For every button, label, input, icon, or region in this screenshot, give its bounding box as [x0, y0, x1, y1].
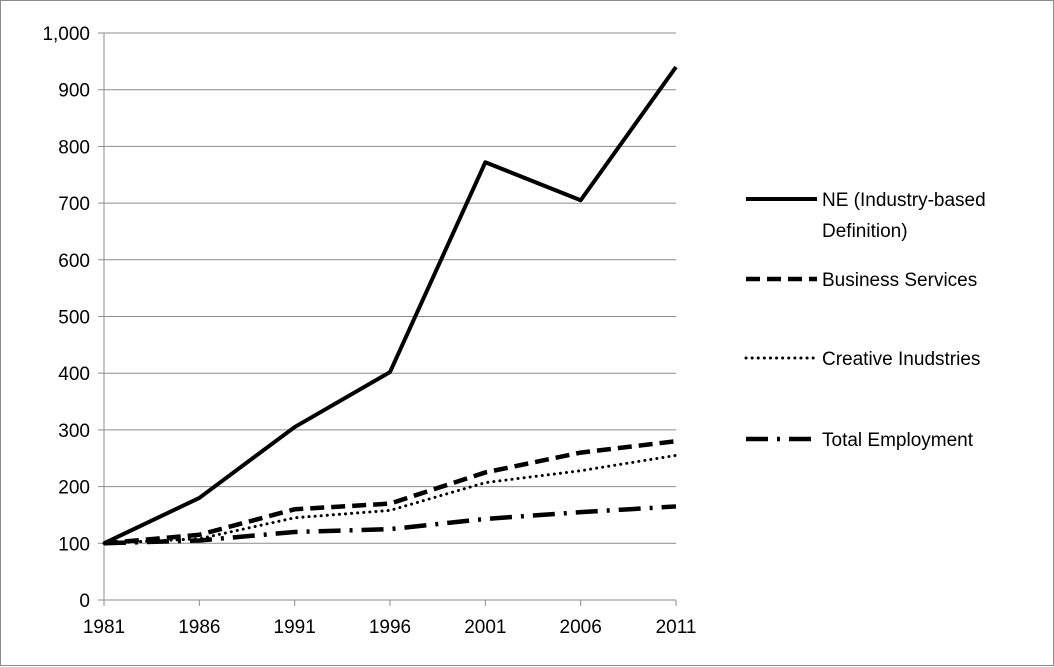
legend-label: Creative Inudstries — [822, 349, 980, 370]
legend: NE (Industry-based Definition) Business Se… — [744, 190, 986, 451]
y-tick-label: 1,000 — [42, 24, 90, 45]
x-tick-labels: 1981 1986 1991 1996 2001 2006 2011 — [83, 617, 697, 638]
legend-label: Definition) — [822, 221, 908, 242]
x-tick-label: 1986 — [178, 617, 220, 638]
y-tick-labels: 0 100 200 300 400 500 600 700 800 900 1,000 — [42, 24, 90, 612]
legend-label: NE (Industry-based — [822, 190, 986, 211]
y-tick-label: 0 — [79, 591, 90, 612]
y-tick-label: 100 — [58, 534, 90, 555]
y-tick-label: 900 — [58, 81, 90, 102]
legend-label: Business Services — [822, 270, 977, 291]
x-tick-label: 2001 — [464, 617, 506, 638]
y-tick-label: 400 — [58, 364, 90, 385]
x-tick-label: 2011 — [656, 617, 697, 638]
series-line-1 — [103, 439, 677, 546]
legend-label: Total Employment — [822, 430, 974, 451]
series-lines — [102, 65, 678, 546]
x-tick-label: 1996 — [369, 617, 411, 638]
x-tick-label: 2006 — [560, 617, 602, 638]
y-tick-label: 300 — [58, 421, 90, 442]
axes — [98, 32, 677, 606]
y-tick-label: 600 — [58, 251, 90, 272]
gridlines — [104, 32, 676, 544]
x-tick-label: 1981 — [83, 617, 125, 638]
series-line-3 — [103, 504, 677, 546]
series-line-2 — [102, 453, 678, 545]
x-tick-label: 1991 — [274, 617, 316, 638]
y-tick-label: 500 — [58, 308, 90, 329]
series-line-0 — [103, 65, 678, 546]
y-tick-label: 700 — [58, 194, 90, 215]
y-tick-label: 200 — [58, 478, 90, 499]
y-tick-label: 800 — [58, 137, 90, 158]
